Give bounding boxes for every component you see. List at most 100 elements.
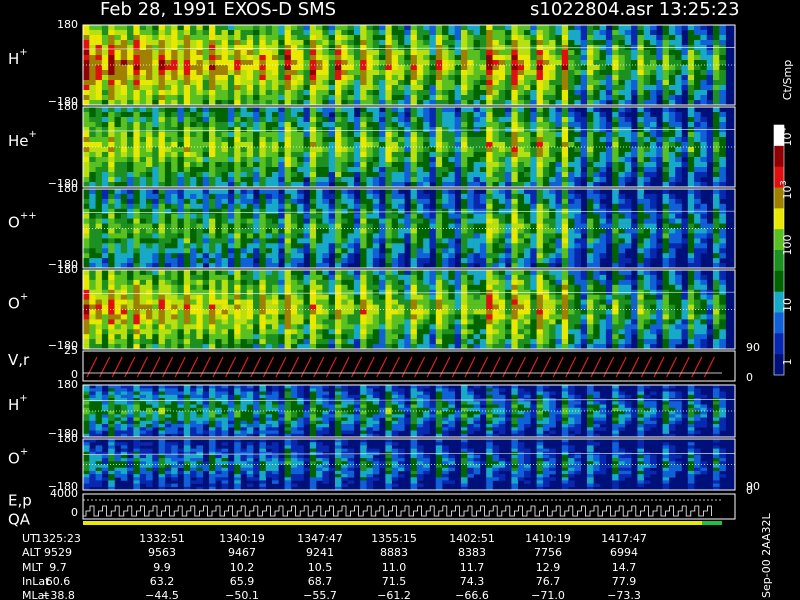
spectrogram-cell [290,50,298,56]
spectrogram-cell [605,60,613,66]
spectrogram-cell [164,30,172,36]
spectrogram-cell [83,30,90,36]
spectrogram-cell [284,147,292,153]
spectrogram-cell [618,147,626,153]
spectrogram-cell [612,122,619,128]
spectrogram-cell [183,107,191,113]
spectrogram-cell [435,132,443,138]
spectrogram-cell [517,50,525,56]
spectrogram-cell [171,137,178,143]
spectrogram-cell [561,213,569,219]
spectrogram-cell [423,45,430,51]
spectrogram-cell [429,233,437,239]
spectrogram-cell [574,65,581,71]
spectrogram-cell [398,228,405,234]
spectrogram-cell [687,258,695,264]
spectrogram-cell [511,107,518,113]
spectrogram-cell [215,294,222,300]
spectrogram-cell [681,25,689,31]
spectrogram-cell [108,50,115,56]
spectrogram-cell [101,319,109,325]
spectrogram-cell [335,95,342,101]
spectrogram-cell [95,90,103,96]
spectrogram-cell [461,198,468,205]
spectrogram-cell [146,70,153,76]
spectrogram-cell [322,189,329,195]
spectrogram-cell [303,172,311,178]
spectrogram-cell [114,147,122,153]
spectrogram-cell [574,157,581,163]
spectrogram-cell [385,60,392,66]
spectrogram-cell [675,40,682,46]
spectrogram-cell [410,117,418,123]
spectrogram-cell [265,238,273,244]
spectrogram-cell [637,203,644,210]
spectrogram-cell [265,233,273,239]
spectrogram-cell [89,40,96,46]
spectrogram-cell [278,142,285,148]
spectrogram-cell [524,167,531,173]
spectrogram-cell [171,117,178,123]
spectrogram-cell [177,270,185,276]
spectrogram-cell [605,142,613,148]
spectrogram-cell [284,40,292,46]
spectrogram-cell [555,213,563,219]
spectrogram-cell [574,193,581,200]
spectrogram-cell [202,213,210,219]
spectrogram-cell [133,25,140,31]
spectrogram-cell [448,122,455,128]
spectrogram-cell [303,213,311,219]
spectrogram-cell [108,162,115,168]
spectrogram-cell [183,95,191,101]
spectrogram-cell [127,107,134,113]
spectrogram-cell [227,238,235,244]
spectrogram-cell [221,75,229,81]
spectrogram-cell [139,65,147,71]
spectrogram-cell [221,182,229,188]
spectrogram-cell [675,213,682,219]
spectrogram-cell [139,127,147,133]
spectrogram-cell [530,182,537,188]
spectrogram-cell [479,40,487,46]
spectrogram-cell [227,60,235,66]
spectrogram-cell [511,248,518,254]
spectrogram-cell [360,203,367,210]
spectrogram-cell [637,233,644,239]
spectrogram-cell [662,50,670,56]
spectrogram-cell [574,162,581,168]
spectrogram-cell [486,147,493,153]
spectrogram-cell [227,45,235,51]
spectrogram-cell [164,107,172,113]
spectrogram-cell [555,258,563,264]
spectrogram-cell [253,172,260,178]
spectrogram-cell [101,117,109,123]
spectrogram-cell [183,198,191,205]
spectrogram-cell [498,60,506,66]
spectrogram-cell [404,100,411,106]
spectrogram-cell [624,157,632,163]
spectrogram-cell [398,238,405,244]
spectrogram-cell [650,25,657,31]
spectrogram-cell [108,100,115,106]
spectrogram-cell [190,137,197,143]
spectrogram-cell [265,55,273,61]
spectrogram-cell [416,208,424,215]
spectrogram-cell [687,243,695,249]
spectrogram-cell [253,142,260,148]
spectrogram-cell [322,30,329,36]
spectrogram-cell [246,40,254,46]
spectrogram-cell [101,107,109,113]
spectrogram-cell [328,147,336,153]
spectrogram-cell [152,334,159,340]
spectrogram-cell [83,157,90,163]
spectrogram-cell [322,142,329,148]
spectrogram-cell [290,30,298,36]
spectrogram-cell [473,122,481,128]
spectrogram-cell [486,112,493,118]
spectrogram-cell [442,35,449,41]
spectrogram-cell [347,55,355,61]
spectrogram-cell [190,132,197,138]
spectrogram-cell [555,142,563,148]
spectrogram-cell [114,238,122,244]
spectrogram-cell [171,167,178,173]
